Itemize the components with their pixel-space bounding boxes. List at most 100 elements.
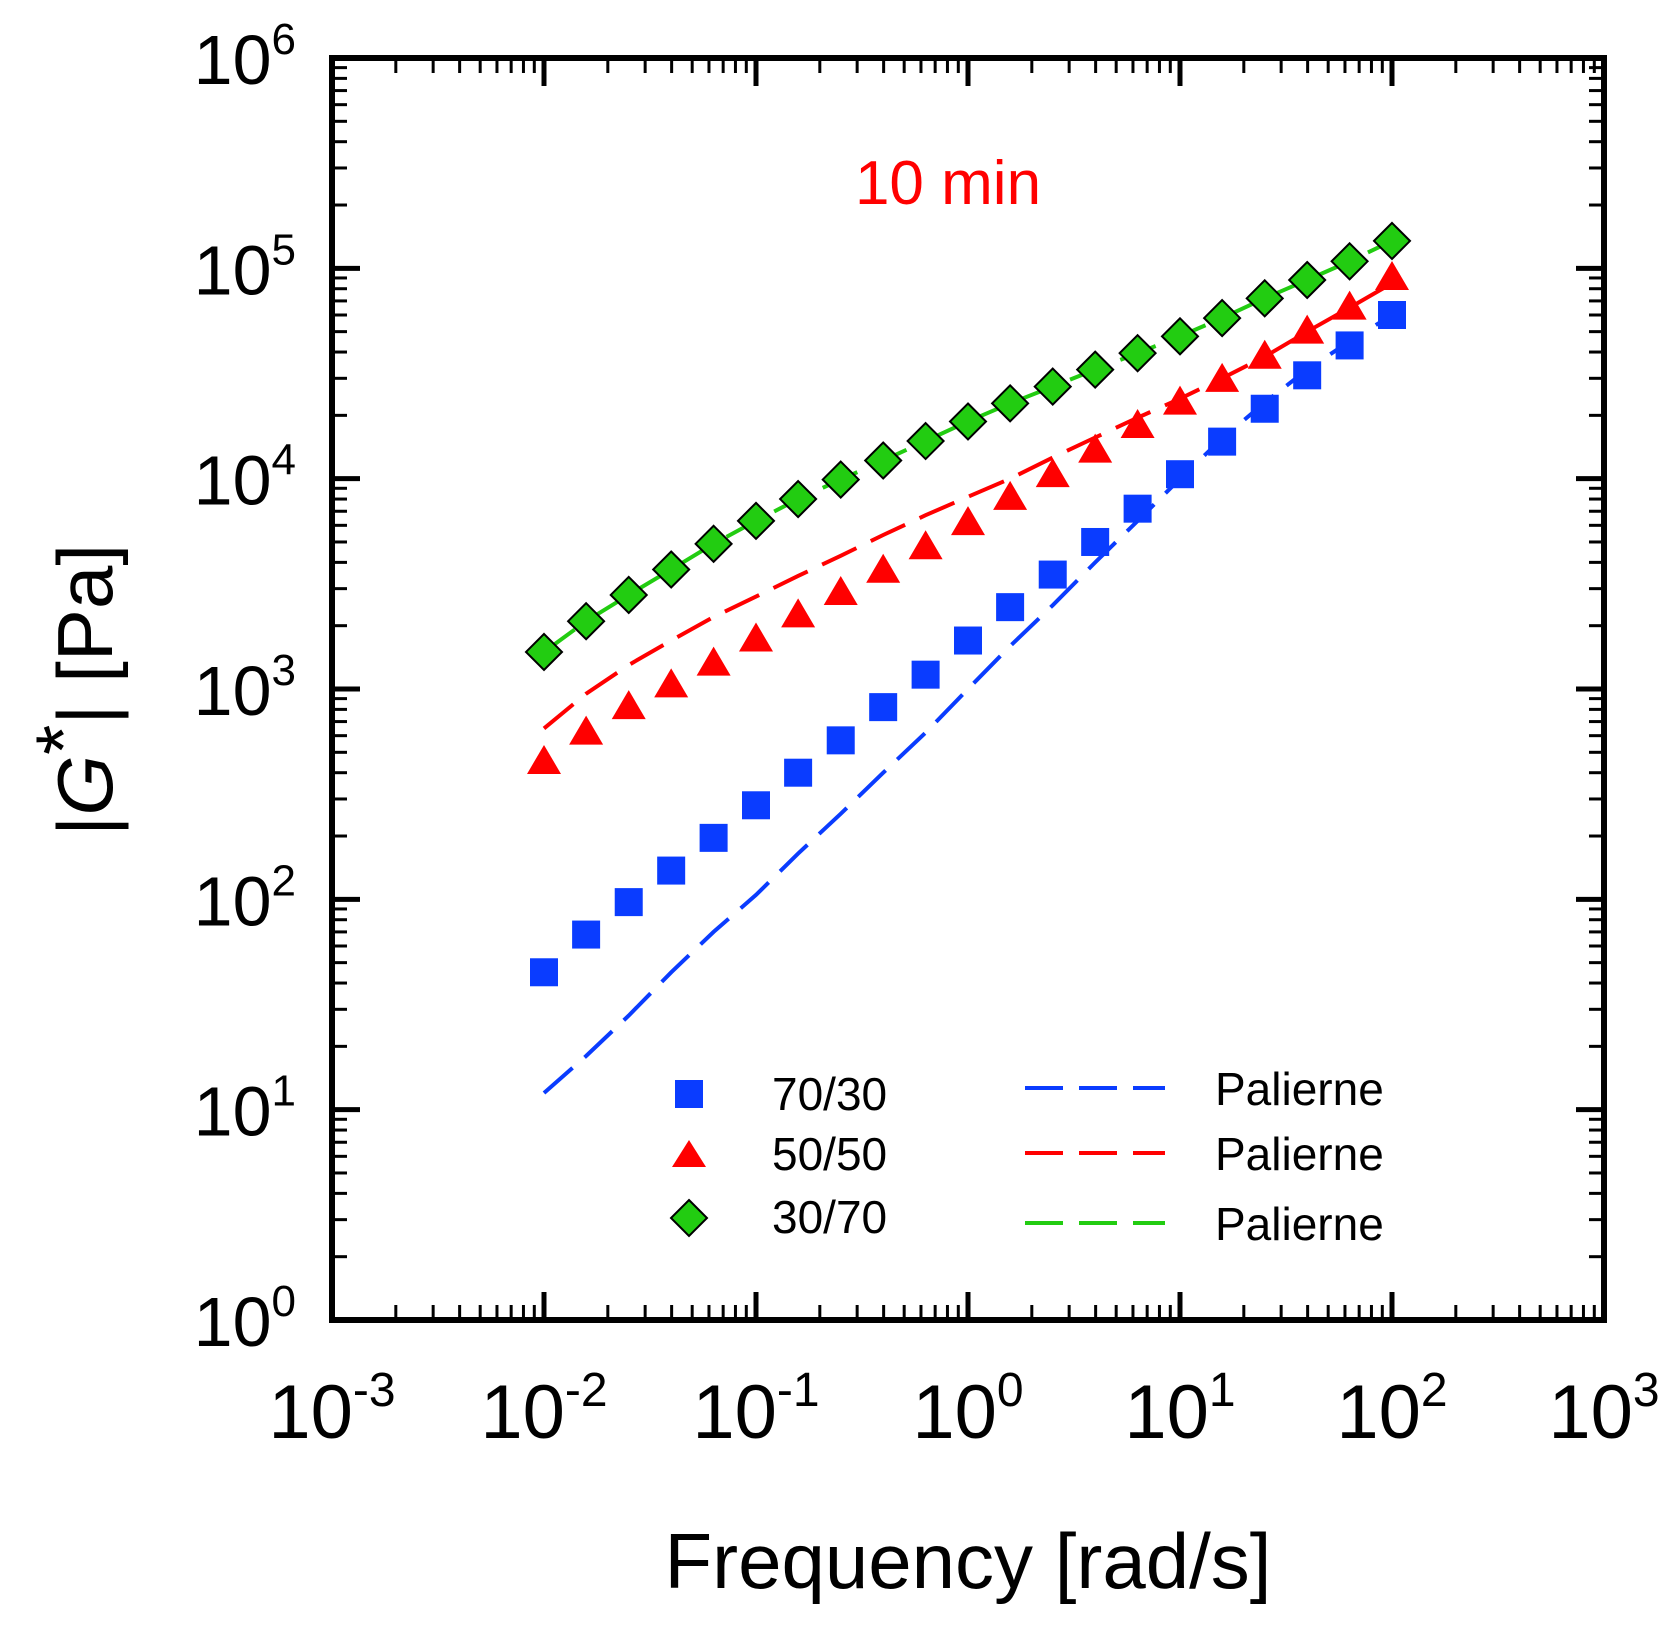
marker-70-30 (784, 758, 813, 787)
marker-30-70 (948, 402, 988, 441)
marker-50-50 (1247, 339, 1282, 369)
marker-50-50 (866, 553, 901, 583)
legend-marker-30-70 (669, 1198, 709, 1238)
marker-70-30 (1250, 394, 1279, 423)
x-tick-label: 10-2 (480, 1364, 607, 1455)
x-tick-label-base: 10 (480, 1370, 565, 1455)
marker-50-50 (1205, 362, 1240, 392)
y-axis-label-star: * (19, 725, 107, 755)
fit-lines (542, 239, 1394, 1095)
x-tick-label-base: 10 (692, 1370, 777, 1455)
y-axis-label-symbol: G (41, 755, 129, 816)
y-tick-label: 102 (194, 856, 296, 940)
x-tick-label-base: 10 (1336, 1370, 1421, 1455)
marker-70-30 (826, 726, 855, 755)
y-tick-label-base: 10 (194, 21, 272, 99)
marker-70-30 (530, 958, 558, 987)
marker-50-50 (908, 530, 943, 560)
x-tick-label-base: 10 (1548, 1370, 1633, 1455)
marker-50-50 (1035, 458, 1070, 488)
y-tick-label: 106 (194, 15, 296, 99)
marker-70-30 (911, 660, 940, 689)
y-tick-label-exponent: 4 (272, 436, 296, 485)
marker-70-30 (1166, 460, 1194, 489)
x-tick-label: 103 (1548, 1364, 1659, 1455)
marker-70-30 (996, 593, 1025, 622)
marker-50-50 (654, 668, 689, 698)
legend-label-50-50: 50/50 (772, 1128, 887, 1180)
marker-50-50 (1078, 433, 1113, 463)
marker-30-70 (990, 383, 1030, 423)
marker-50-50 (781, 598, 816, 628)
y-axis-label: |G*| [Pa] (19, 544, 129, 836)
x-tick-label-exponent: 2 (1421, 1364, 1448, 1417)
x-tick-label-exponent: 0 (997, 1364, 1024, 1417)
x-tick-label-base: 10 (1124, 1370, 1209, 1455)
y-tick-label: 103 (194, 646, 296, 730)
marker-70-30 (1293, 361, 1322, 390)
marker-30-70 (778, 479, 818, 519)
marker-70-30 (1378, 300, 1406, 329)
marker-30-70 (863, 441, 903, 480)
y-tick-label-base: 10 (194, 1073, 272, 1151)
legend-label-palierne-blue: Palierne (1215, 1063, 1384, 1115)
marker-30-70 (1245, 278, 1285, 318)
marker-30-70 (906, 421, 946, 461)
marker-70-30 (1208, 427, 1237, 456)
x-tick-labels: 10-3 10-2 10-1 100 101 102 103 (268, 1364, 1659, 1455)
marker-30-70 (1330, 241, 1370, 281)
x-tick-label-base: 10 (268, 1370, 353, 1455)
y-tick-label-exponent: 0 (272, 1277, 296, 1326)
x-tick-label: 101 (1124, 1364, 1235, 1455)
marker-70-30 (869, 693, 898, 722)
marker-30-70 (736, 501, 776, 541)
y-axis-label-unit: | [Pa] (41, 544, 129, 725)
palierne-fit-line-0 (542, 313, 1394, 1095)
x-tick-label-exponent: -3 (353, 1364, 396, 1417)
legend-marker-50-50 (672, 1140, 706, 1167)
y-tick-label-base: 10 (194, 442, 272, 520)
marker-70-30 (1038, 560, 1067, 589)
marker-30-70 (566, 601, 606, 641)
y-tick-label: 104 (194, 436, 296, 520)
x-tick-label: 102 (1336, 1364, 1447, 1455)
marker-30-70 (1075, 350, 1115, 390)
marker-50-50 (1120, 408, 1155, 438)
x-tick-label-exponent: 1 (1209, 1364, 1236, 1417)
marker-70-30 (657, 856, 686, 885)
marker-30-70 (651, 550, 691, 589)
legend-label-palierne-green: Palierne (1215, 1198, 1384, 1250)
marker-50-50 (993, 480, 1028, 510)
x-tick-label: 100 (912, 1364, 1023, 1455)
marker-50-50 (1290, 314, 1325, 344)
y-axis-label-bar-left: | (41, 816, 129, 836)
marker-30-70 (1118, 333, 1158, 373)
palierne-fit-line-1 (542, 281, 1394, 730)
marker-70-30 (1123, 494, 1152, 523)
x-tick-label-exponent: -1 (777, 1364, 820, 1417)
marker-30-70 (1202, 298, 1242, 338)
y-tick-label-exponent: 6 (272, 15, 296, 64)
marker-70-30 (699, 823, 728, 852)
marker-50-50 (569, 715, 604, 745)
marker-50-50 (1332, 290, 1367, 320)
y-tick-label: 100 (194, 1277, 296, 1361)
marker-30-70 (1372, 221, 1412, 261)
marker-70-30 (614, 888, 643, 917)
y-tick-label: 105 (194, 225, 296, 309)
marker-30-70 (524, 632, 564, 672)
legend-label-palierne-red: Palierne (1215, 1128, 1384, 1180)
marker-50-50 (823, 576, 858, 606)
y-tick-label-base: 10 (194, 652, 272, 730)
annotation-10-min: 10 min (855, 149, 1041, 218)
y-tick-label-exponent: 3 (272, 646, 296, 695)
legend-label-30-70: 30/70 (772, 1191, 887, 1243)
marker-70-30 (742, 791, 770, 820)
marker-30-70 (609, 575, 649, 615)
x-axis-label: Frequency [rad/s] (665, 1517, 1272, 1605)
y-tick-label-exponent: 1 (272, 1067, 296, 1116)
marker-30-70 (694, 524, 734, 564)
